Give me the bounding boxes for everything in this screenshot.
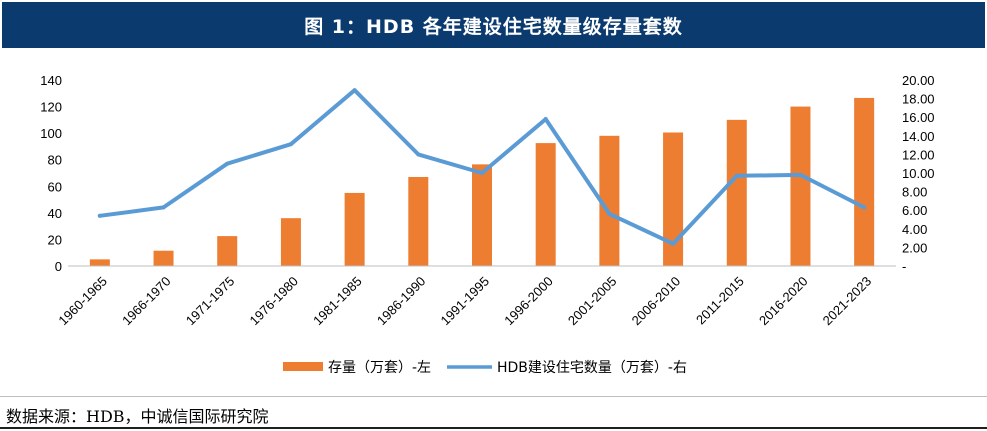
chart: 0 20 40 60 80 100 120 140 - 2.00 4.00 6.00 8.00 10.0… (40, 73, 935, 376)
bar (408, 176, 429, 266)
right-tick-label: 20.00 (902, 73, 935, 88)
x-tick-label: 2016-2020 (756, 274, 811, 329)
line-point (416, 152, 421, 157)
left-tick-label: 20 (48, 232, 62, 247)
x-tick-label: 1960-1965 (55, 274, 110, 329)
line-point (862, 205, 867, 210)
x-tick-label: 1991-1995 (438, 274, 493, 329)
bar (599, 135, 620, 266)
x-tick-label: 1966-1970 (119, 274, 174, 329)
bar (663, 132, 684, 266)
right-tick-label: 8.00 (902, 185, 927, 200)
x-tick-label: 2006-2010 (629, 274, 684, 329)
line-point (734, 173, 739, 178)
right-tick-label: 10.00 (902, 166, 935, 181)
line-point (607, 211, 612, 216)
legend-swatch-stock (283, 362, 323, 371)
source-row: 数据来源：HDB，中诚信国际研究院 (0, 396, 987, 431)
right-axis: - 2.00 4.00 6.00 8.00 10.00 12.00 14.00 16.00 18.… (902, 73, 935, 274)
legend-label-construction: HDB建设住宅数量（万套）-右 (497, 360, 687, 376)
x-tick-label: 2021-2023 (820, 274, 875, 329)
left-axis: 0 20 40 60 80 100 120 140 (40, 73, 62, 274)
x-tick-label: 1996-2000 (501, 274, 556, 329)
left-tick-label: 40 (48, 206, 62, 221)
line-point (97, 213, 102, 218)
bar (726, 119, 747, 266)
right-tick-label: 16.00 (902, 110, 935, 125)
right-tick-label: - (902, 259, 906, 274)
x-tick-label: 2001-2005 (565, 274, 620, 329)
line-point (543, 117, 548, 122)
x-tick-label: 1976-1980 (246, 274, 301, 329)
left-tick-label: 140 (40, 73, 62, 88)
x-tick-label: 2011-2015 (693, 274, 747, 328)
left-tick-label: 100 (40, 126, 62, 141)
bar (344, 192, 365, 266)
left-tick-label: 60 (48, 179, 62, 194)
right-tick-label: 12.00 (902, 147, 935, 162)
right-tick-label: 14.00 (902, 129, 935, 144)
right-tick-label: 2.00 (902, 240, 927, 255)
line-point (798, 172, 803, 177)
right-tick-label: 4.00 (902, 222, 927, 237)
line-point (161, 205, 166, 210)
line-series (97, 88, 867, 246)
bar (854, 97, 875, 266)
bottom-rule (0, 427, 987, 429)
left-tick-label: 0 (55, 259, 62, 274)
bar (217, 236, 238, 266)
x-axis: 1960-1965 1966-1970 1971-1975 1976-1980 1981… (55, 265, 896, 329)
title-bar: 图 1：HDB 各年建设住宅数量级存量套数 (2, 2, 985, 48)
bar (153, 250, 174, 266)
right-tick-label: 6.00 (902, 203, 927, 218)
bar (89, 259, 110, 266)
bar (472, 164, 492, 266)
x-tick-label: 1971-1975 (183, 274, 238, 329)
bar (790, 106, 811, 266)
bar-series (89, 97, 875, 266)
bar (280, 218, 301, 266)
line-point (671, 241, 676, 246)
data-source: 数据来源：HDB，中诚信国际研究院 (6, 407, 269, 426)
left-tick-label: 80 (48, 153, 62, 168)
line-point (480, 171, 484, 175)
right-tick-label: 18.00 (902, 92, 935, 107)
x-tick-label: 1986-1990 (374, 274, 429, 329)
legend: 存量（万套）-左 HDB建设住宅数量（万套）-右 (283, 360, 687, 376)
line-point (225, 161, 230, 166)
left-tick-label: 120 (40, 100, 62, 115)
line-point (288, 142, 293, 147)
legend-label-stock: 存量（万套）-左 (328, 360, 431, 376)
bar (535, 143, 556, 266)
line-point (352, 88, 357, 93)
x-tick-label: 1981-1985 (310, 274, 365, 329)
chart-title: 图 1：HDB 各年建设住宅数量级存量套数 (304, 15, 683, 38)
